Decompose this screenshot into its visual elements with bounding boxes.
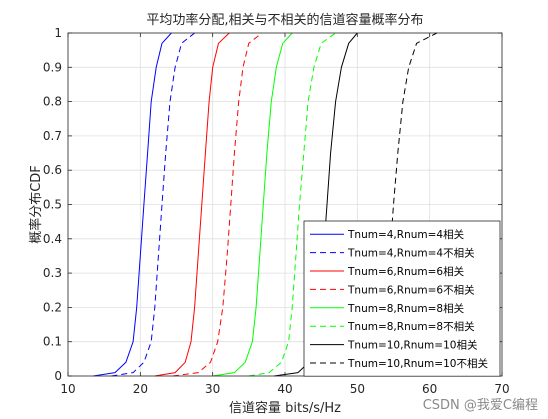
x-tick-label: 40 [277,382,292,396]
y-tick-label: 0.5 [43,198,62,212]
legend-label: Tnum=4,Rnum=4相关 [347,228,465,241]
y-tick-label: 0.8 [43,95,62,109]
series-line-6 [248,32,336,377]
x-tick-label: 60 [422,382,437,396]
legend-label: Tnum=4,Rnum=4不相关 [347,247,475,260]
y-tick-label: 0.4 [43,232,62,246]
y-tick-label: 0.7 [43,129,62,143]
chart-title: 平均功率分配,相关与不相关的信道容量概率分布 [146,12,423,28]
legend-label: Tnum=10,Rnum=10相关 [347,339,478,352]
x-tick-label: 10 [60,382,75,396]
legend-label: Tnum=8,Rnum=8相关 [347,302,465,315]
y-tick-label: 0.9 [43,60,62,74]
watermark: CSDN @我爱C编程 [422,398,538,413]
y-tick-label: 0.1 [43,335,62,349]
legend-label: Tnum=10,Rnum=10不相关 [347,357,488,370]
y-tick-label: 0.3 [43,266,62,280]
legend-box [303,220,501,377]
legend-label: Tnum=6,Rnum=6不相关 [347,283,475,296]
series-line-3 [154,32,230,377]
series-line-4 [172,32,263,377]
series-line-2 [111,32,195,377]
x-tick-label: 50 [350,382,365,396]
x-axis-label: 信道容量 bits/s/Hz [229,400,341,416]
y-axis-label: 概率分布CDF [28,165,44,244]
y-tick-label: 1 [54,26,62,40]
x-tick-label: 30 [205,382,220,396]
y-tick-label: 0.2 [43,300,62,314]
legend-label: Tnum=6,Rnum=6相关 [347,265,465,278]
x-tick-label: 70 [494,382,509,396]
y-tick-label: 0 [54,369,62,383]
axis-ticks: 10 20 30 40 50 60 70 0 0.1 0.2 0.3 0.4 0.5 0.6 0.7 0.8 0… [43,26,510,396]
series-line-1 [93,32,172,377]
legend-label: Tnum=8,Rnum=8不相关 [347,320,475,333]
x-tick-label: 20 [133,382,148,396]
y-tick-label: 0.6 [43,163,62,177]
legend: Tnum=4,Rnum=4相关 Tnum=4,Rnum=4不相关 Tnum=6,Rn… [303,220,501,377]
series-line-5 [212,32,293,377]
